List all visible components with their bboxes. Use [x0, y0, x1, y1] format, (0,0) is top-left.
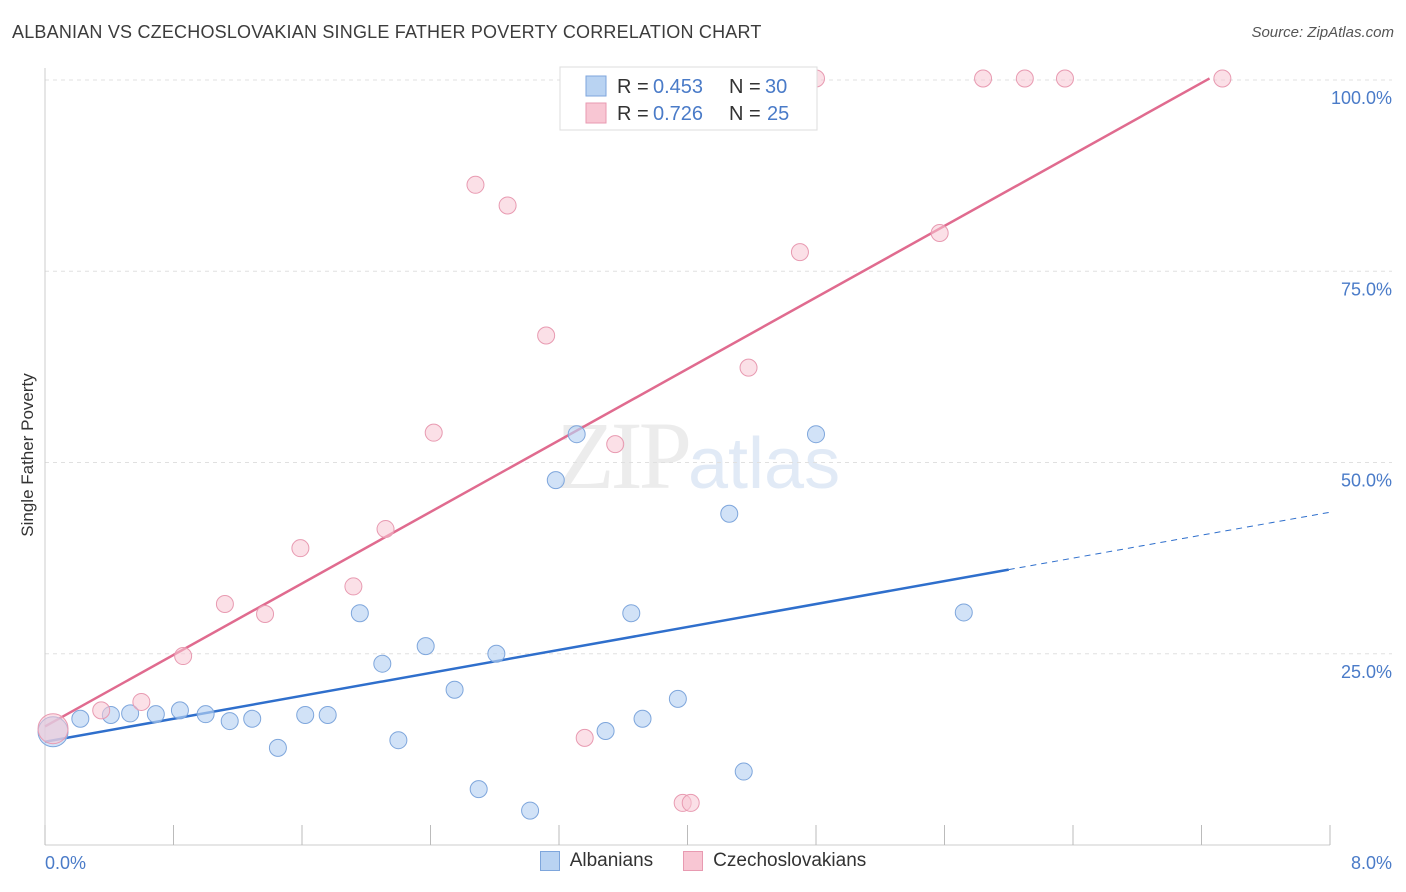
point-albanians-7 — [220, 712, 239, 731]
chart-title: ALBANIAN VS CZECHOSLOVAKIAN SINGLE FATHE… — [12, 22, 762, 42]
albanians-swatch — [539, 851, 560, 871]
point-czechoslovakians-14 — [606, 435, 625, 454]
legend-n-label-2: N = — [729, 103, 761, 125]
legend-item-czechoslovakians: Czechoslovakians — [683, 850, 866, 872]
point-czechoslovakians-13 — [575, 728, 594, 747]
czechoslovakians-swatch — [683, 851, 704, 871]
y-tick-label-75: 75.0% — [1341, 279, 1392, 299]
legend-n-value-2: 25 — [767, 103, 789, 125]
point-czechoslovakians-22 — [1015, 69, 1034, 88]
point-albanians-5 — [170, 701, 189, 720]
legend-r-value-1: 0.453 — [653, 76, 703, 98]
point-albanians-28 — [807, 425, 825, 444]
point-czechoslovakians-4 — [215, 595, 234, 614]
legend-n-label-1: N = — [729, 76, 761, 98]
point-albanians-12 — [350, 604, 369, 623]
legend-n-value-1: 30 — [765, 76, 787, 98]
point-czechoslovakians-12 — [537, 326, 556, 345]
point-czechoslovakians-23 — [1055, 69, 1074, 88]
point-albanians-20 — [546, 471, 565, 490]
point-czechoslovakians-7 — [344, 577, 363, 596]
point-czechoslovakians-24 — [1213, 69, 1232, 88]
point-albanians-23 — [622, 604, 641, 623]
tick-labels: 25.0% 50.0% 75.0% 100.0% 0.0% 8.0% — [45, 88, 1392, 873]
point-czechoslovakians-17 — [739, 358, 758, 377]
legend-swatch-czechoslovakians — [585, 102, 607, 124]
y-tick-label-100: 100.0% — [1331, 88, 1392, 108]
legend-r-value-2: 0.726 — [653, 103, 703, 125]
legend-item-albanians: Albanians — [539, 850, 654, 872]
point-czechoslovakians-9 — [424, 423, 443, 442]
czechoslovakians-label: Czechoslovakians — [713, 850, 867, 871]
point-albanians-9 — [268, 738, 287, 757]
legend-swatch-albanians — [585, 75, 607, 97]
point-czechoslovakians-0 — [37, 713, 69, 745]
point-albanians-1 — [71, 709, 90, 728]
point-albanians-27 — [734, 762, 753, 781]
point-czechoslovakians-8 — [376, 520, 395, 539]
x-tick-label-min: 0.0% — [45, 853, 86, 873]
legend-r-label-1: R = — [617, 76, 649, 98]
point-albanians-26 — [720, 504, 739, 523]
albanians-label: Albanians — [569, 850, 654, 871]
point-albanians-13 — [373, 654, 392, 673]
point-czechoslovakians-6 — [291, 539, 310, 558]
data-points — [37, 69, 1232, 820]
trend-line-albanians-extrapolated — [1008, 511, 1331, 571]
point-czechoslovakians-11 — [498, 196, 517, 215]
y-tick-label-25: 25.0% — [1341, 662, 1392, 682]
point-albanians-15 — [416, 637, 435, 656]
watermark-zip: ZIP — [556, 402, 692, 509]
point-albanians-18 — [487, 644, 506, 663]
x-tick-label-max: 8.0% — [1351, 853, 1392, 873]
point-czechoslovakians-20 — [930, 224, 949, 242]
point-albanians-4 — [146, 705, 165, 724]
legend-r-label-2: R = — [617, 103, 649, 125]
point-albanians-29 — [954, 603, 973, 622]
point-albanians-3 — [121, 704, 140, 723]
inset-legend: R = 0.453 N = 30 R = 0.726 N = 25 — [559, 66, 818, 131]
point-albanians-10 — [296, 705, 315, 724]
point-czechoslovakians-10 — [466, 175, 485, 194]
point-czechoslovakians-1 — [92, 701, 111, 720]
grid — [45, 79, 1392, 655]
point-czechoslovakians-16 — [681, 793, 700, 812]
point-albanians-25 — [668, 689, 687, 708]
y-tick-label-50: 50.0% — [1341, 471, 1392, 491]
point-albanians-8 — [243, 709, 262, 728]
trend-lines — [44, 77, 1331, 743]
point-albanians-24 — [633, 709, 652, 728]
point-albanians-16 — [445, 680, 464, 699]
point-czechoslovakians-5 — [256, 604, 275, 623]
point-albanians-11 — [318, 705, 337, 724]
point-albanians-21 — [567, 425, 586, 444]
point-czechoslovakians-2 — [132, 692, 151, 711]
point-albanians-19 — [521, 801, 540, 820]
point-czechoslovakians-3 — [174, 647, 193, 666]
point-albanians-17 — [469, 780, 488, 799]
source-label: Source: ZipAtlas.com — [1251, 24, 1394, 41]
point-albanians-14 — [389, 731, 408, 750]
bottom-legend: Albanians Czechoslovakians — [0, 850, 1406, 872]
point-czechoslovakians-18 — [790, 243, 809, 262]
point-albanians-22 — [596, 722, 615, 741]
point-albanians-6 — [196, 705, 215, 724]
point-czechoslovakians-21 — [974, 69, 993, 88]
axes — [44, 68, 1331, 846]
trend-line-czechoslovakians — [44, 77, 1211, 728]
